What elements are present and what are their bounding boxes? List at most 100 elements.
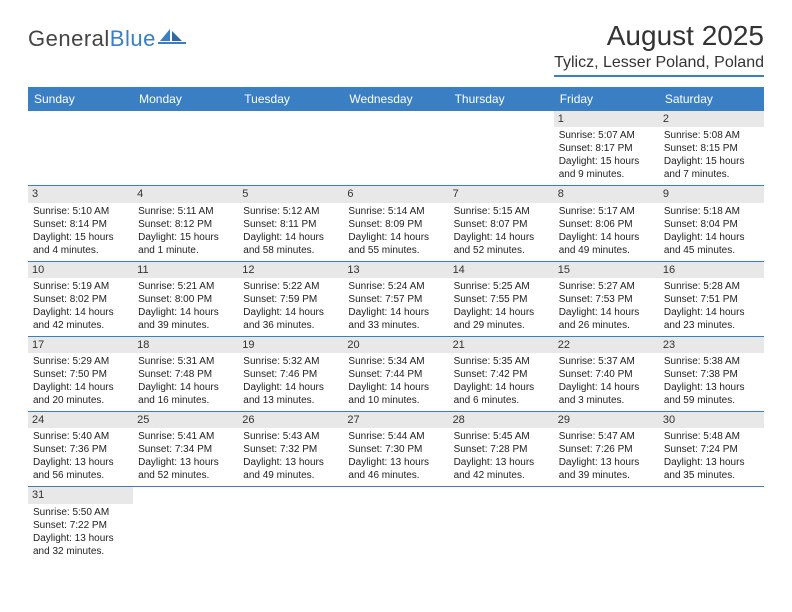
- calendar-cell: 14Sunrise: 5:25 AMSunset: 7:55 PMDayligh…: [449, 261, 554, 336]
- cell-line: Sunrise: 5:10 AM: [33, 205, 128, 218]
- calendar-cell: 16 Sunrise: 5:28 AMSunset: 7:51 PMDayligh…: [659, 261, 764, 336]
- calendar-cell: 12Sunrise: 5:22 AMSunset: 7:59 PMDayligh…: [238, 261, 343, 336]
- cell-line: Daylight: 14 hours: [454, 306, 549, 319]
- cell-line: and 59 minutes.: [664, 394, 759, 407]
- cell-content: Sunrise: 5:21 AMSunset: 8:00 PMDaylight:…: [138, 280, 233, 332]
- calendar-cell: 30Sunrise: 5:48 AMSunset: 7:24 PMDayligh…: [659, 412, 764, 487]
- cell-line: and 42 minutes.: [454, 469, 549, 482]
- cell-line: Sunset: 7:34 PM: [138, 443, 233, 456]
- cell-line: Daylight: 13 hours: [664, 381, 759, 394]
- cell-content: Sunrise: 5:10 AMSunset: 8:14 PMDaylight:…: [33, 205, 128, 257]
- cell-content: Sunrise: 5:35 AMSunset: 7:42 PMDaylight:…: [454, 355, 549, 407]
- calendar-table: SundayMondayTuesdayWednesdayThursdayFrid…: [28, 87, 764, 562]
- day-number: 10: [28, 262, 133, 278]
- cell-line: and 36 minutes.: [243, 319, 338, 332]
- cell-line: Sunset: 7:24 PM: [664, 443, 759, 456]
- calendar-week: 17Sunrise: 5:29 AMSunset: 7:50 PMDayligh…: [28, 336, 764, 411]
- cell-line: Daylight: 14 hours: [243, 306, 338, 319]
- day-number: 28: [449, 412, 554, 428]
- day-number: 9: [659, 186, 764, 202]
- cell-line: Sunrise: 5:18 AM: [664, 205, 759, 218]
- cell-line: Sunset: 8:09 PM: [348, 218, 443, 231]
- cell-line: and 56 minutes.: [33, 469, 128, 482]
- calendar-cell: 1Sunrise: 5:07 AMSunset: 8:17 PMDaylight…: [554, 111, 659, 186]
- calendar-cell: 27Sunrise: 5:44 AMSunset: 7:30 PMDayligh…: [343, 412, 448, 487]
- calendar-cell: 29Sunrise: 5:47 AMSunset: 7:26 PMDayligh…: [554, 412, 659, 487]
- day-header: Monday: [133, 87, 238, 111]
- day-number: 31: [28, 487, 133, 503]
- cell-line: and 3 minutes.: [559, 394, 654, 407]
- cell-line: Daylight: 14 hours: [33, 381, 128, 394]
- cell-line: Daylight: 15 hours: [559, 155, 654, 168]
- cell-line: and 55 minutes.: [348, 244, 443, 257]
- calendar-cell: 15Sunrise: 5:27 AMSunset: 7:53 PMDayligh…: [554, 261, 659, 336]
- page-title: August 2025: [554, 20, 764, 52]
- cell-line: Sunset: 7:57 PM: [348, 293, 443, 306]
- cell-content: Sunrise: 5:28 AMSunset: 7:51 PMDaylight:…: [664, 280, 759, 332]
- cell-line: Sunrise: 5:11 AM: [138, 205, 233, 218]
- cell-line: Sunrise: 5:07 AM: [559, 129, 654, 142]
- logo-text: GeneralBlue: [28, 26, 156, 52]
- calendar-cell: 19Sunrise: 5:32 AMSunset: 7:46 PMDayligh…: [238, 336, 343, 411]
- day-header: Wednesday: [343, 87, 448, 111]
- cell-line: Daylight: 14 hours: [454, 381, 549, 394]
- calendar-cell: .: [238, 487, 343, 562]
- cell-line: Sunrise: 5:48 AM: [664, 430, 759, 443]
- sailboat-icon: [158, 27, 186, 45]
- cell-line: Sunset: 7:40 PM: [559, 368, 654, 381]
- cell-line: Daylight: 15 hours: [664, 155, 759, 168]
- calendar-cell: 10 Sunrise: 5:19 AMSunset: 8:02 PMDayligh…: [28, 261, 133, 336]
- day-number: 6: [343, 186, 448, 202]
- cell-line: and 52 minutes.: [454, 244, 549, 257]
- cell-line: and 42 minutes.: [33, 319, 128, 332]
- cell-content: Sunrise: 5:48 AMSunset: 7:24 PMDaylight:…: [664, 430, 759, 482]
- cell-content: Sunrise: 5:40 AMSunset: 7:36 PMDaylight:…: [33, 430, 128, 482]
- calendar-cell: 2Sunrise: 5:08 AMSunset: 8:15 PMDaylight…: [659, 111, 764, 186]
- calendar-cell: .: [449, 111, 554, 186]
- cell-line: Daylight: 15 hours: [138, 231, 233, 244]
- cell-line: Daylight: 15 hours: [33, 231, 128, 244]
- calendar-week: 31Sunrise: 5:50 AMSunset: 7:22 PMDayligh…: [28, 487, 764, 562]
- cell-line: and 39 minutes.: [559, 469, 654, 482]
- day-header: Thursday: [449, 87, 554, 111]
- cell-line: Sunrise: 5:31 AM: [138, 355, 233, 368]
- cell-content: Sunrise: 5:18 AMSunset: 8:04 PMDaylight:…: [664, 205, 759, 257]
- cell-line: Daylight: 13 hours: [33, 532, 128, 545]
- day-number: 24: [28, 412, 133, 428]
- calendar-week: 24 Sunrise: 5:40 AMSunset: 7:36 PMDayligh…: [28, 412, 764, 487]
- cell-line: Sunrise: 5:35 AM: [454, 355, 549, 368]
- calendar-cell: 22Sunrise: 5:37 AMSunset: 7:40 PMDayligh…: [554, 336, 659, 411]
- logo-word1: General: [28, 26, 110, 51]
- cell-line: and 49 minutes.: [243, 469, 338, 482]
- day-number: 21: [449, 337, 554, 353]
- calendar-cell: 6Sunrise: 5:14 AMSunset: 8:09 PMDaylight…: [343, 186, 448, 261]
- cell-line: Sunset: 7:42 PM: [454, 368, 549, 381]
- day-header: Saturday: [659, 87, 764, 111]
- calendar-week: 10 Sunrise: 5:19 AMSunset: 8:02 PMDayligh…: [28, 261, 764, 336]
- cell-line: Sunrise: 5:14 AM: [348, 205, 443, 218]
- calendar-cell: .: [133, 487, 238, 562]
- cell-line: Daylight: 14 hours: [348, 306, 443, 319]
- cell-line: Sunrise: 5:22 AM: [243, 280, 338, 293]
- cell-line: and 20 minutes.: [33, 394, 128, 407]
- cell-line: and 49 minutes.: [559, 244, 654, 257]
- calendar-cell: 24 Sunrise: 5:40 AMSunset: 7:36 PMDayligh…: [28, 412, 133, 487]
- cell-line: Sunset: 7:44 PM: [348, 368, 443, 381]
- cell-line: Daylight: 13 hours: [243, 456, 338, 469]
- day-header: Friday: [554, 87, 659, 111]
- cell-line: Sunrise: 5:15 AM: [454, 205, 549, 218]
- calendar-cell: .: [133, 111, 238, 186]
- day-number: 16: [659, 262, 764, 278]
- cell-line: and 33 minutes.: [348, 319, 443, 332]
- cell-line: Sunset: 8:12 PM: [138, 218, 233, 231]
- cell-content: Sunrise: 5:27 AMSunset: 7:53 PMDaylight:…: [559, 280, 654, 332]
- cell-line: Sunrise: 5:38 AM: [664, 355, 759, 368]
- location-text: Tylicz, Lesser Poland, Poland: [554, 54, 764, 71]
- cell-line: and 13 minutes.: [243, 394, 338, 407]
- day-number: 27: [343, 412, 448, 428]
- calendar-cell: 9 Sunrise: 5:18 AMSunset: 8:04 PMDaylight…: [659, 186, 764, 261]
- cell-content: Sunrise: 5:19 AMSunset: 8:02 PMDaylight:…: [33, 280, 128, 332]
- day-number: 22: [554, 337, 659, 353]
- day-number: 11: [133, 262, 238, 278]
- cell-line: and 35 minutes.: [664, 469, 759, 482]
